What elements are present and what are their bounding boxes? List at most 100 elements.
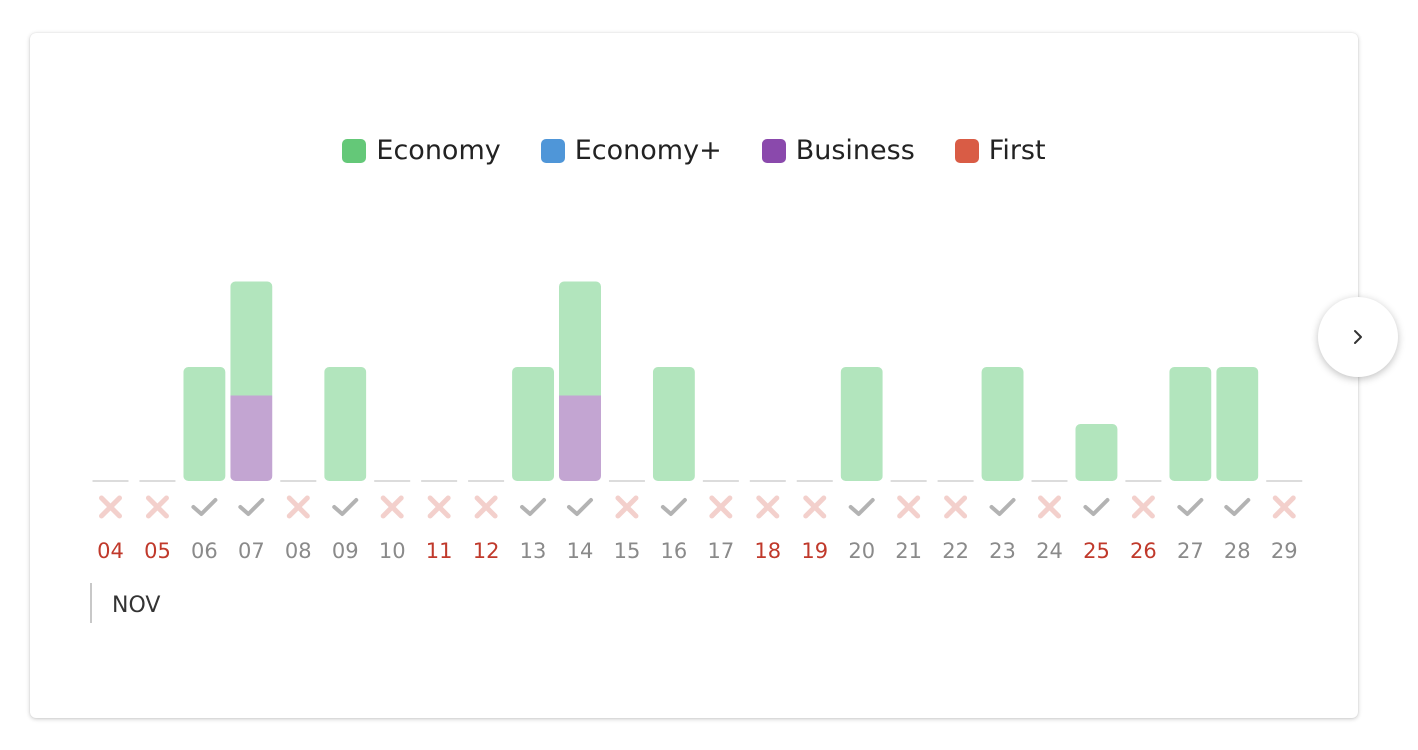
cross-icon — [474, 495, 498, 519]
bar-segment-economy — [324, 367, 367, 481]
date-label: 13 — [520, 539, 547, 563]
date-label: 18 — [754, 539, 781, 563]
day-column[interactable]: 29 — [1266, 480, 1303, 563]
cross-icon — [427, 495, 451, 519]
legend-item-economy-plus[interactable]: Economy+ — [540, 135, 722, 166]
bar-chart: 04 05 06 07 08 09 10 11 12 13 14 15 16 17 18 19 20 21 22 23… — [92, 281, 1303, 564]
next-button[interactable] — [1318, 297, 1398, 377]
bar-segment-economy — [1216, 367, 1259, 481]
cross-icon — [803, 495, 827, 519]
bar-segment-economy — [840, 367, 883, 481]
cross-icon — [1038, 495, 1061, 519]
legend: Economy Economy+ Business First — [30, 135, 1358, 166]
chevron-right-icon — [1354, 330, 1362, 344]
cross-icon — [709, 495, 733, 519]
date-label: 26 — [1130, 539, 1157, 563]
bar-segment-economy — [1075, 424, 1118, 481]
day-column[interactable]: 07 — [230, 281, 273, 564]
date-label: 04 — [97, 539, 124, 563]
day-column[interactable]: 19 — [796, 480, 833, 563]
bar-segment-business — [230, 395, 273, 481]
bar-segment-economy — [559, 281, 601, 396]
legend-label: Economy+ — [574, 135, 722, 166]
check-icon — [848, 498, 875, 516]
cross-icon — [1272, 495, 1296, 519]
legend-item-business[interactable]: Business — [761, 135, 915, 166]
day-column[interactable]: 25 — [1075, 424, 1118, 563]
legend-label: First — [988, 135, 1046, 166]
day-column[interactable]: 13 — [512, 367, 555, 563]
check-icon — [332, 498, 359, 516]
date-label: 19 — [801, 539, 828, 563]
day-column[interactable]: 08 — [280, 480, 317, 563]
date-label: 24 — [1036, 539, 1063, 563]
cross-icon — [99, 495, 122, 519]
date-label: 20 — [848, 539, 875, 563]
day-column[interactable]: 28 — [1216, 367, 1259, 563]
flight-calendar-card: Economy Economy+ Business First 04 05 06 07 08 0… — [30, 33, 1358, 718]
bar-segment-economy — [652, 367, 695, 481]
day-column[interactable]: 04 — [92, 480, 129, 563]
day-column[interactable]: 14 — [559, 281, 601, 564]
day-column[interactable]: 11 — [421, 480, 458, 563]
date-label: 12 — [473, 539, 500, 563]
month-label: NOV — [112, 593, 161, 618]
bar-segment-economy — [1169, 367, 1212, 481]
check-icon — [1224, 498, 1251, 516]
date-label: 09 — [332, 539, 359, 563]
day-column[interactable]: 10 — [374, 480, 411, 563]
day-column[interactable]: 12 — [468, 480, 505, 563]
check-icon — [520, 498, 547, 516]
check-icon — [1177, 498, 1204, 516]
bar-segment-economy — [981, 367, 1024, 481]
bar-segment-economy — [512, 367, 555, 481]
date-label: 28 — [1224, 539, 1251, 563]
day-column[interactable]: 09 — [324, 367, 367, 563]
date-label: 15 — [614, 539, 641, 563]
legend-item-first[interactable]: First — [954, 135, 1046, 166]
day-column[interactable]: 21 — [890, 480, 927, 563]
cross-icon — [756, 495, 780, 519]
date-label: 10 — [379, 539, 406, 563]
legend-swatch — [761, 138, 786, 163]
check-icon — [1083, 498, 1110, 516]
day-column[interactable]: 16 — [652, 367, 695, 563]
day-column[interactable]: 06 — [183, 367, 226, 563]
check-icon — [660, 498, 687, 516]
day-column[interactable]: 05 — [139, 480, 176, 563]
date-label: 27 — [1177, 539, 1204, 563]
legend-swatch — [342, 138, 367, 163]
date-label: 23 — [989, 539, 1016, 563]
day-column[interactable]: 24 — [1031, 480, 1068, 563]
day-column[interactable]: 20 — [840, 367, 883, 563]
day-column[interactable]: 18 — [749, 480, 786, 563]
day-column[interactable]: 22 — [937, 480, 974, 563]
cross-icon — [944, 495, 968, 519]
date-label: 25 — [1083, 539, 1110, 563]
date-label: 14 — [567, 539, 594, 563]
legend-item-economy[interactable]: Economy — [342, 135, 501, 166]
cross-icon — [615, 495, 639, 519]
legend-swatch — [954, 138, 979, 163]
date-label: 05 — [144, 539, 171, 563]
cross-icon — [1131, 495, 1155, 519]
bar-segment-economy — [230, 281, 273, 396]
legend-label: Business — [795, 135, 915, 166]
day-column[interactable]: 15 — [608, 480, 645, 563]
day-column[interactable]: 17 — [702, 480, 739, 563]
check-icon — [567, 498, 593, 516]
check-icon — [191, 498, 218, 516]
cross-icon — [897, 495, 921, 519]
day-column[interactable]: 26 — [1125, 480, 1162, 563]
day-column[interactable]: 27 — [1169, 367, 1212, 563]
date-label: 21 — [895, 539, 922, 563]
day-column[interactable]: 23 — [981, 367, 1024, 563]
check-icon — [238, 498, 265, 516]
date-label: 11 — [426, 539, 453, 563]
date-label: 22 — [942, 539, 969, 563]
cross-icon — [286, 495, 310, 519]
legend-label: Economy — [376, 135, 501, 166]
cross-icon — [145, 495, 169, 519]
date-label: 29 — [1271, 539, 1298, 563]
date-label: 17 — [707, 539, 734, 563]
